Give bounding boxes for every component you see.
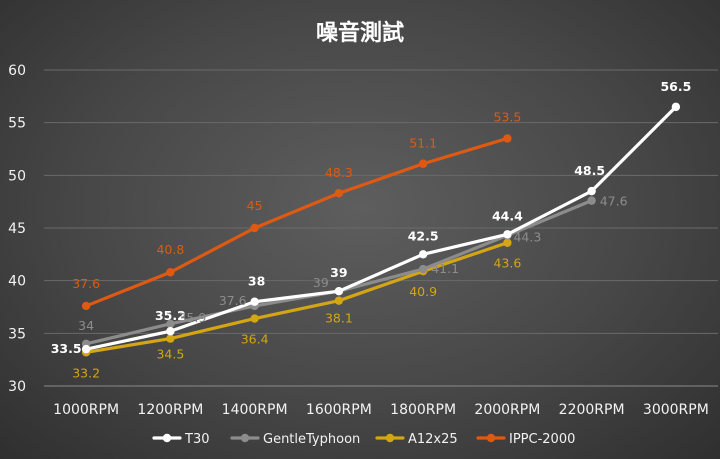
data-label: 42.5	[408, 228, 439, 243]
data-point	[418, 264, 428, 274]
series-lines	[81, 102, 681, 357]
x-tick-label: 1800RPM	[390, 402, 456, 418]
y-tick-label: 35	[8, 326, 26, 342]
data-point	[503, 230, 512, 239]
x-tick-label: 1400RPM	[222, 402, 288, 418]
data-point	[166, 319, 175, 329]
data-point	[334, 296, 344, 305]
data-point	[334, 189, 344, 198]
legend-item-gentletyphoon: GentleTyphoon	[230, 432, 360, 447]
legend-marker	[385, 433, 395, 443]
data-label: 39	[330, 265, 347, 280]
data-label: 39	[313, 275, 329, 290]
data-label: 35.2	[155, 308, 186, 323]
legend-item-a12x25: A12x25	[375, 432, 458, 447]
data-label: 48.3	[325, 165, 353, 180]
data-label: 33.2	[72, 365, 100, 380]
y-tick-label: 55	[8, 116, 26, 132]
legend-label: A12x25	[408, 432, 458, 447]
axis-tick-labels: 30 35 40 45 50 55 60 1000RPM 1200RPM 1400RPM 1600R…	[8, 63, 709, 418]
data-point	[587, 196, 596, 205]
data-labels: 33.5 35.2 38 39 42.5 44.4 48.5 56.5 34 35.9 37.6 39…	[51, 79, 692, 380]
legend: T30 GentleTyphoon A12x25 IPPC-2000	[152, 432, 575, 447]
data-point	[503, 238, 512, 247]
data-label: 37.6	[219, 293, 247, 308]
data-label: 34	[78, 318, 94, 333]
data-label: 37.6	[72, 276, 100, 291]
data-label: 51.1	[409, 136, 437, 151]
x-tick-label: 2000RPM	[474, 402, 540, 418]
legend-label: IPPC-2000	[509, 432, 575, 447]
data-point	[81, 301, 91, 311]
legend-marker	[162, 433, 172, 443]
data-label: 44.3	[513, 229, 541, 244]
data-point	[671, 102, 681, 112]
data-point	[166, 327, 175, 336]
data-label: 34.5	[156, 347, 184, 362]
data-point	[81, 344, 91, 354]
y-tick-label: 60	[8, 63, 26, 79]
legend-label: GentleTyphoon	[263, 432, 360, 447]
data-point	[166, 334, 175, 343]
data-label: 45	[247, 198, 263, 213]
chart-title: 噪音測試	[316, 20, 404, 46]
data-point	[166, 268, 175, 277]
data-point	[418, 159, 428, 168]
legend-item-t30: T30	[152, 432, 209, 447]
x-tick-label: 1600RPM	[306, 402, 372, 418]
data-point	[418, 250, 428, 259]
data-label: 47.6	[600, 194, 628, 209]
data-label: 43.6	[493, 256, 521, 271]
data-label: 38.1	[325, 311, 353, 326]
data-label: 36.4	[241, 332, 269, 347]
legend-label: T30	[184, 432, 209, 447]
legend-item-ippc-2000: IPPC-2000	[476, 432, 575, 447]
legend-marker	[240, 433, 250, 443]
data-label: 53.5	[493, 109, 521, 124]
data-label: 44.4	[492, 208, 523, 223]
data-label: 41.1	[431, 261, 459, 276]
data-point	[334, 287, 344, 296]
data-label: 40.8	[156, 242, 184, 257]
x-tick-label: 1000RPM	[53, 402, 119, 418]
x-tick-label: 3000RPM	[643, 402, 709, 418]
data-point	[503, 134, 512, 143]
data-point	[587, 186, 596, 196]
data-label: 48.5	[574, 163, 605, 178]
series-line	[84, 136, 509, 308]
data-point	[250, 223, 259, 233]
series-t30	[81, 102, 681, 354]
data-label: 33.5	[51, 341, 82, 356]
x-tick-label: 1200RPM	[137, 402, 203, 418]
x-tick-label: 2200RPM	[559, 402, 625, 418]
y-tick-label: 40	[8, 274, 26, 290]
data-label: 40.9	[409, 284, 437, 299]
data-point	[250, 314, 259, 323]
data-label: 56.5	[660, 79, 691, 94]
gridlines	[44, 69, 718, 387]
series-line	[84, 241, 509, 354]
data-label: 38	[248, 274, 265, 289]
y-tick-label: 50	[8, 168, 26, 184]
series-ippc-2000	[81, 134, 512, 311]
y-tick-label: 45	[8, 221, 26, 237]
series-line	[84, 105, 678, 351]
data-label: 35.9	[178, 310, 206, 325]
y-tick-label: 30	[8, 379, 26, 395]
legend-marker	[486, 433, 496, 443]
data-point	[250, 297, 259, 306]
